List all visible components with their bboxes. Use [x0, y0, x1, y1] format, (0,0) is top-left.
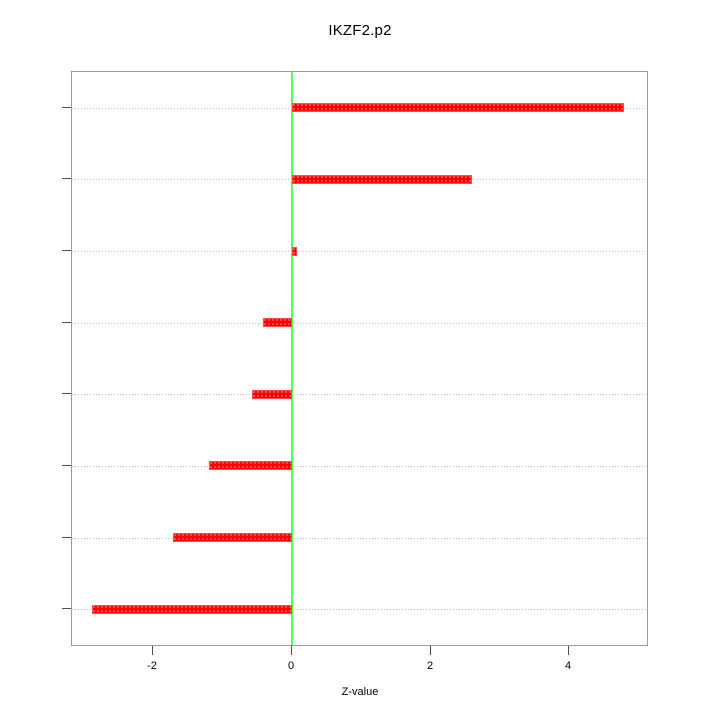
bar-hmec — [92, 605, 292, 614]
bar-hepg2 — [263, 318, 292, 327]
bar-gm12878 — [252, 390, 292, 399]
ytick-mark-hmec — [62, 608, 71, 609]
bar-nhlf — [292, 103, 624, 112]
zero-reference-line — [290, 72, 293, 645]
gridline-nhek — [72, 538, 647, 539]
xtick-label-0: 0 — [287, 660, 295, 672]
xtick-mark-neg2 — [152, 646, 153, 655]
gridline-huvec — [72, 251, 647, 252]
xtick-mark-2 — [430, 646, 431, 655]
x-axis-title: Z-value — [341, 686, 379, 698]
xtick-label-neg2: -2 — [147, 660, 157, 672]
bar-nhek — [173, 533, 292, 542]
plot-inner — [72, 72, 647, 645]
xtick-label-2: 2 — [426, 660, 434, 672]
gridline-hmec — [72, 609, 647, 610]
ytick-mark-k562 — [62, 465, 71, 466]
bar-huvec — [292, 247, 297, 256]
ytick-mark-huvec — [62, 250, 71, 251]
ytick-mark-nhlf — [62, 107, 71, 108]
xtick-mark-4 — [568, 646, 569, 655]
gridline-k562 — [72, 466, 647, 467]
gridline-hepg2 — [72, 323, 647, 324]
xtick-mark-0 — [291, 646, 292, 655]
ytick-mark-hepg2 — [62, 322, 71, 323]
gridline-gm12878 — [72, 394, 647, 395]
chart-title: IKZF2.p2 — [328, 22, 392, 39]
bar-k562 — [209, 461, 292, 470]
plot-area — [71, 71, 648, 646]
bar-hsmm — [292, 175, 472, 184]
xtick-label-4: 4 — [564, 660, 572, 672]
ytick-mark-hsmm — [62, 178, 71, 179]
ytick-mark-gm12878 — [62, 393, 71, 394]
ytick-mark-nhek — [62, 537, 71, 538]
